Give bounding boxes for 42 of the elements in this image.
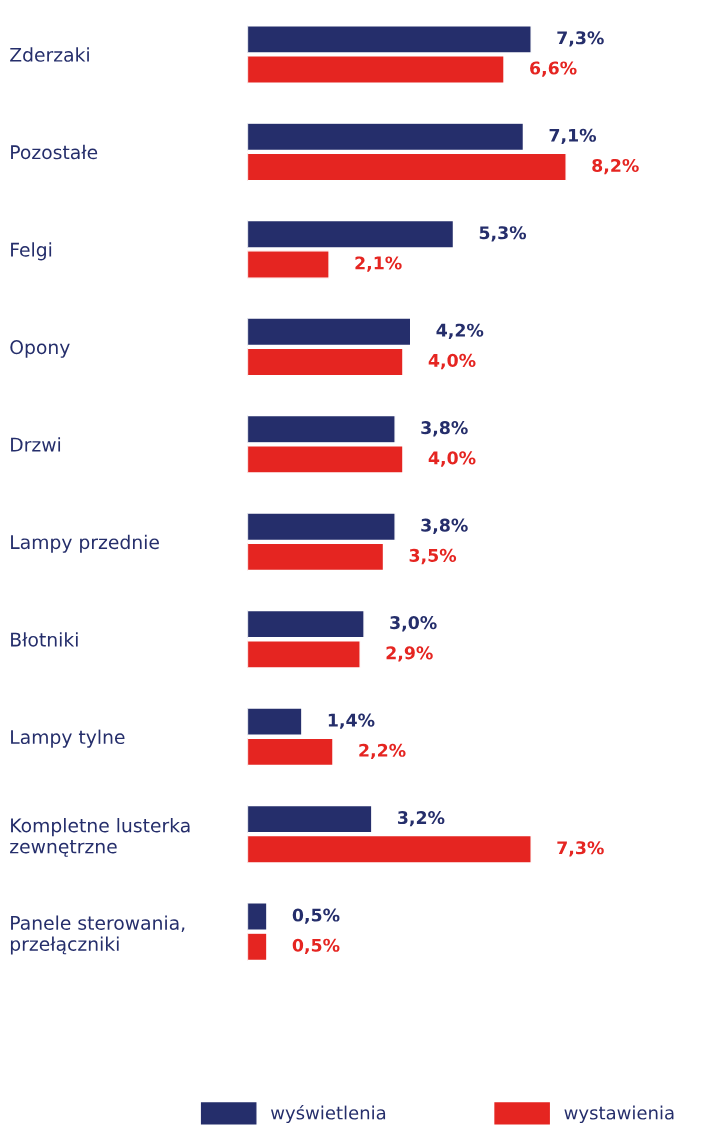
data-label: 8,2% [592,158,639,175]
data-label: 3,8% [421,421,468,437]
data-label: 7,3% [557,841,604,857]
bar [247,609,365,639]
data-label: 3,8% [421,518,468,534]
y-tick-label: Lampy przednie [11,534,159,553]
data-label: 7,1% [549,128,597,145]
bar [247,834,532,864]
data-label: 4,2% [436,323,484,339]
data-label: 6,6% [530,61,577,77]
y-tick-label: Felgi [11,242,52,261]
y-tick-label: Błotniki [11,632,78,647]
data-label: 4,0% [428,451,476,467]
y-tick-label: Zderzaki [10,47,89,62]
data-label: 0,5% [292,908,340,924]
bar [247,640,361,669]
data-label: 2,9% [386,646,433,662]
bar [247,122,525,152]
data-label: 0,5% [292,938,340,955]
data-label: 3,5% [409,548,457,565]
bar [247,152,567,182]
data-label: 2,2% [359,743,406,760]
bar [247,347,404,377]
y-tick-label: Drzwi [11,437,61,452]
data-label: 7,3% [557,31,604,47]
bar [247,317,412,347]
y-tick-label: Opony [10,340,70,358]
data-label: 1,4% [328,713,375,729]
data-label: 2,1% [355,256,402,272]
y-tick-label: Lampy tylne [11,729,125,748]
legend-label: wyświetlenia [270,1104,386,1124]
y-tick-label: Panele sterowania, przełączniki [10,915,185,955]
y-tick-label: Kompletne lusterka zewnętrzne [10,818,190,857]
data-label: 3,2% [397,810,445,827]
legend-label: wystawienia [564,1105,674,1124]
bar [247,542,385,572]
data-label: 5,3% [479,226,527,242]
y-tick-label: Pozostałe [11,144,98,160]
data-label: 4,0% [428,353,476,370]
bar [247,512,396,542]
bar [247,804,373,834]
data-label: 3,0% [390,616,437,632]
